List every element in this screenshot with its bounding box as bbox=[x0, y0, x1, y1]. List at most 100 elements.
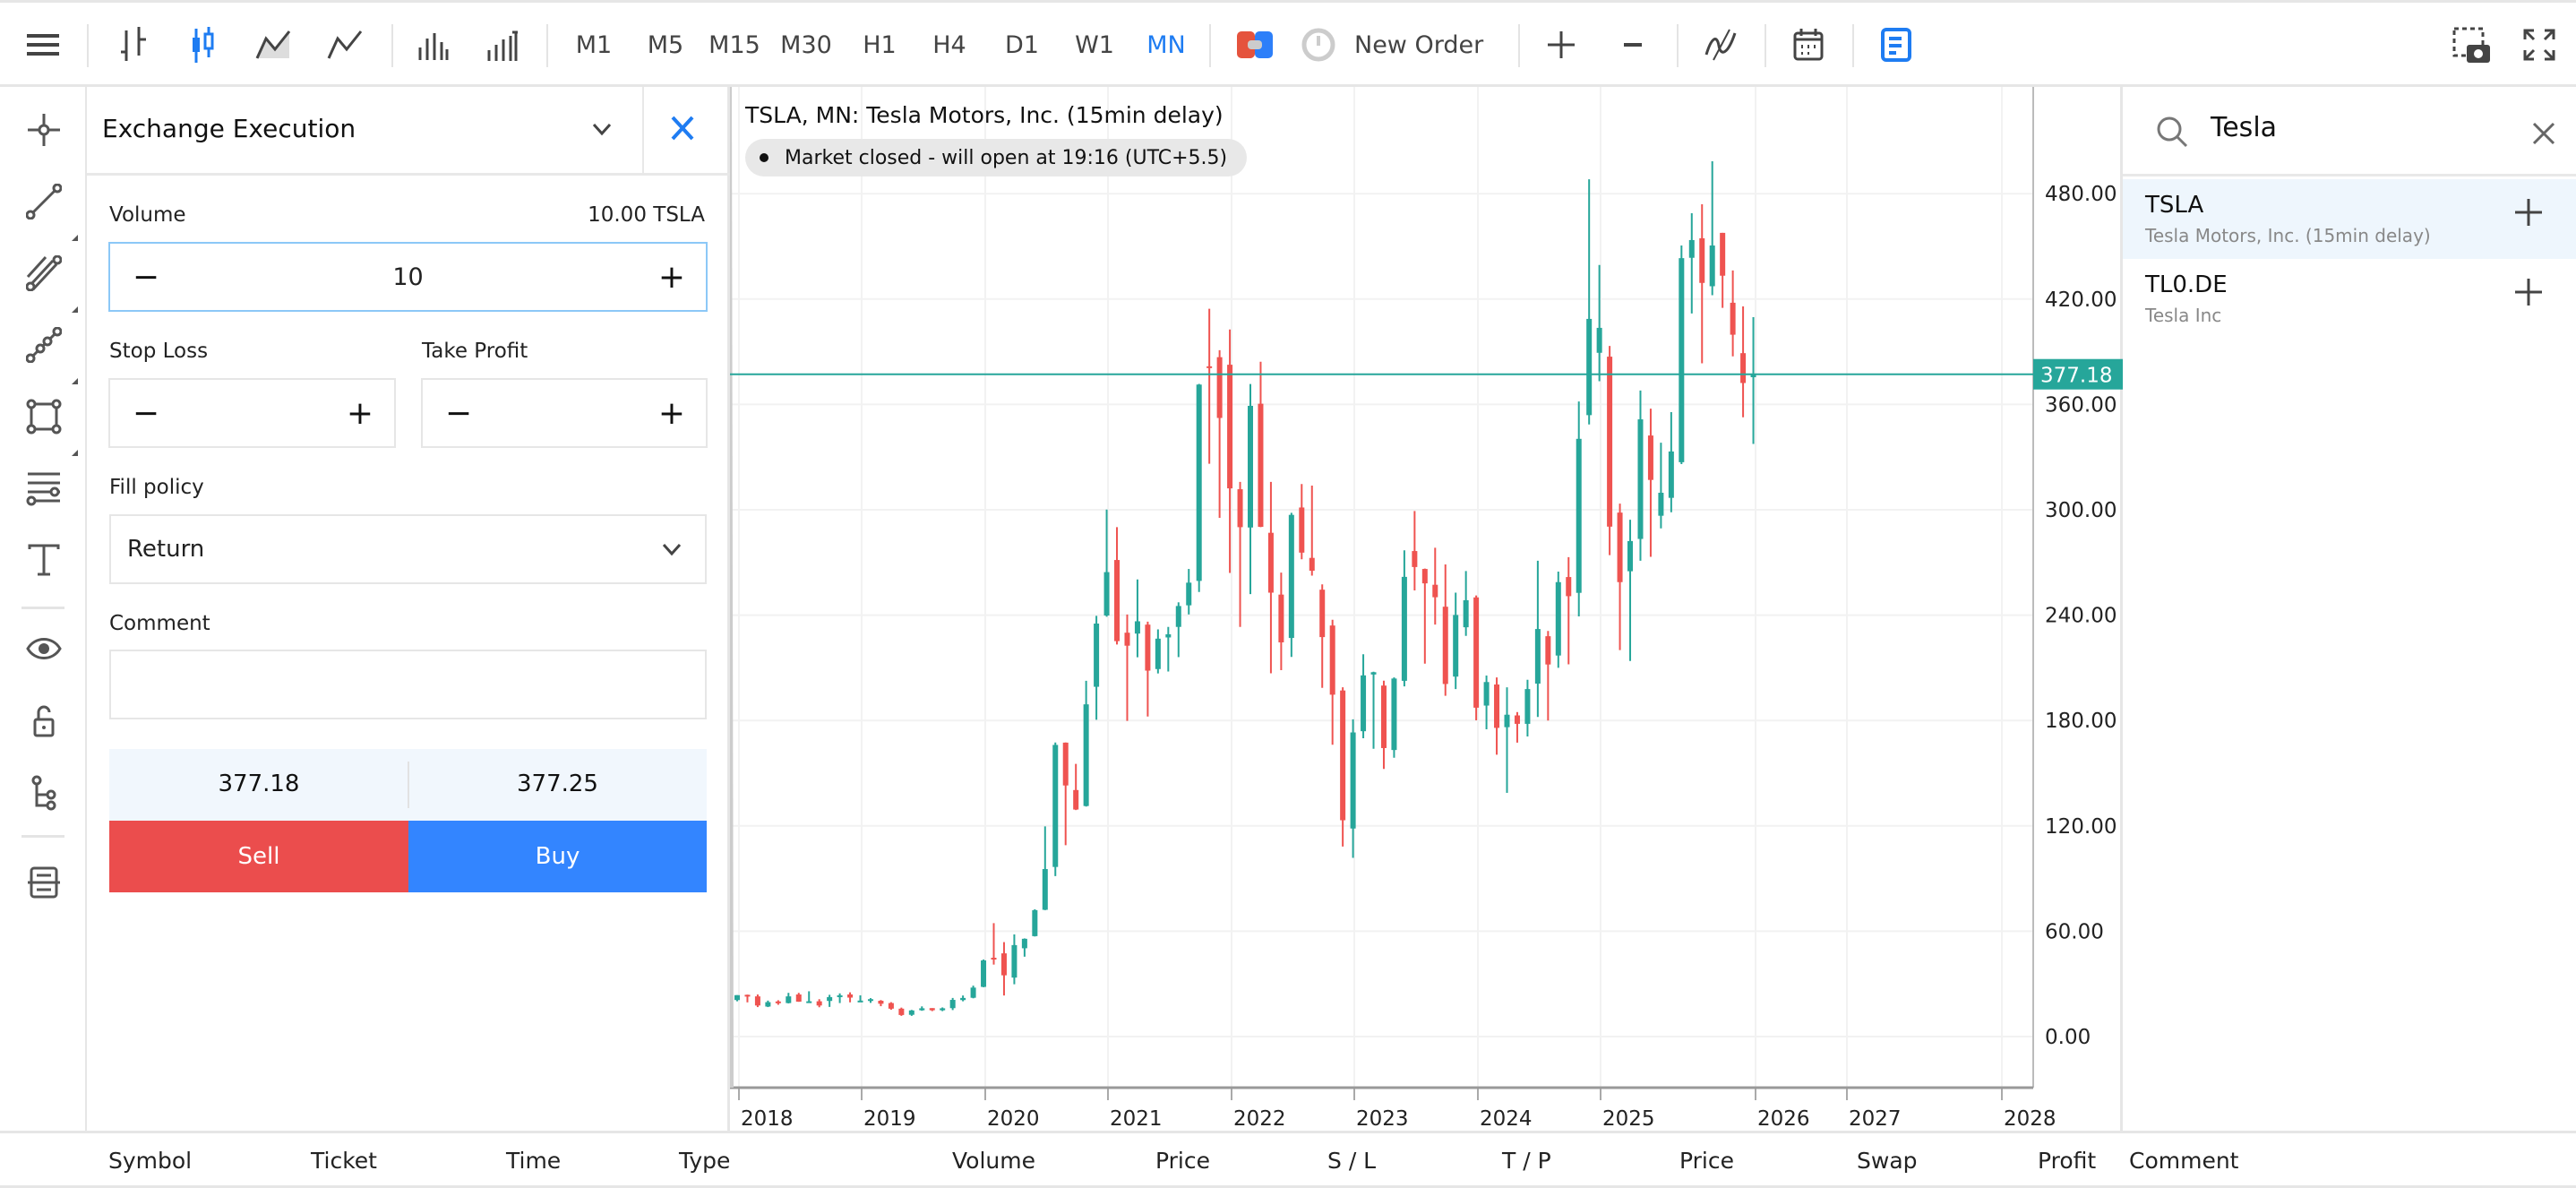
order-type-dropdown[interactable] bbox=[588, 116, 624, 151]
candle-body bbox=[1668, 451, 1674, 498]
timeframe-mn[interactable]: MN bbox=[1146, 30, 1186, 59]
ask-price: 377.25 bbox=[517, 770, 598, 797]
volume-decrease-button[interactable]: − bbox=[132, 258, 160, 296]
hide-drawings-button[interactable] bbox=[21, 626, 66, 671]
clear-search-icon[interactable] bbox=[2530, 120, 2557, 147]
candle-body bbox=[847, 994, 854, 998]
drawing-toolbar bbox=[0, 87, 87, 1131]
timeframe-m1[interactable]: M1 bbox=[575, 30, 613, 59]
column-header[interactable]: Comment bbox=[2129, 1148, 2239, 1174]
candle-body bbox=[1114, 560, 1121, 641]
column-header[interactable]: Volume bbox=[952, 1148, 1035, 1174]
column-header[interactable]: S / L bbox=[1327, 1148, 1377, 1174]
timeframe-h4[interactable]: H4 bbox=[932, 30, 966, 59]
column-header[interactable]: Time bbox=[506, 1148, 562, 1174]
column-header[interactable]: Price bbox=[1155, 1148, 1210, 1174]
candle-body bbox=[1248, 405, 1253, 528]
crosshair-button[interactable] bbox=[21, 108, 66, 152]
column-header[interactable]: T / P bbox=[1502, 1148, 1551, 1174]
area-chart-button[interactable] bbox=[253, 3, 294, 87]
result-description: Tesla Inc bbox=[2145, 305, 2222, 326]
trend-line-button[interactable] bbox=[21, 179, 66, 224]
volume-input[interactable]: 10 bbox=[392, 263, 424, 291]
text-tool-button[interactable] bbox=[21, 538, 66, 582]
take-profit-increase-button[interactable]: + bbox=[657, 394, 686, 432]
candle-body bbox=[1350, 732, 1356, 829]
candlestick-chart-button[interactable] bbox=[182, 3, 223, 87]
column-header[interactable]: Price bbox=[1679, 1148, 1734, 1174]
price-chart[interactable]: 0.00 60.00 120.00 180.00 240.00 300.00 360.00 4… bbox=[730, 87, 2123, 1131]
timeframe-d1[interactable]: D1 bbox=[1005, 30, 1039, 59]
one-click-trading-button[interactable] bbox=[1236, 3, 1274, 87]
stop-loss-stepper[interactable]: − + bbox=[108, 378, 396, 448]
volume-button[interactable] bbox=[412, 3, 453, 87]
candle-body bbox=[1607, 357, 1613, 527]
add-symbol-button[interactable] bbox=[2515, 194, 2542, 235]
column-header[interactable]: Swap bbox=[1857, 1148, 1918, 1174]
candle-body bbox=[1576, 438, 1582, 593]
buy-button[interactable]: Buy bbox=[408, 821, 707, 892]
rectangle-button[interactable] bbox=[21, 394, 66, 439]
take-profit-stepper[interactable]: − + bbox=[421, 378, 708, 448]
comment-input[interactable] bbox=[109, 650, 707, 719]
object-tree-button[interactable] bbox=[21, 770, 66, 815]
candlestick-chart[interactable]: 0.00 60.00 120.00 180.00 240.00 300.00 360.00 4… bbox=[730, 87, 2123, 1131]
candle-body bbox=[1380, 685, 1387, 748]
sell-button[interactable]: Sell bbox=[109, 821, 408, 892]
year-tick-label: 2027 bbox=[1849, 1107, 1902, 1131]
polyline-button[interactable] bbox=[21, 323, 66, 367]
order-type-select[interactable]: Exchange Execution bbox=[102, 114, 356, 143]
column-header[interactable]: Ticket bbox=[311, 1148, 377, 1174]
timeframe-m15[interactable]: M15 bbox=[708, 30, 760, 59]
year-tick-label: 2021 bbox=[1110, 1107, 1163, 1131]
candle-body bbox=[878, 1001, 884, 1004]
column-header[interactable]: Profit bbox=[2038, 1148, 2097, 1174]
column-header[interactable]: Type bbox=[679, 1148, 731, 1174]
search-result-item[interactable]: TL0.DE Tesla Inc bbox=[2123, 259, 2576, 339]
remove-drawings-button[interactable] bbox=[21, 860, 66, 905]
trade-panel-toggle-button[interactable] bbox=[1876, 3, 1917, 87]
search-input[interactable]: Tesla bbox=[2211, 112, 2278, 143]
timeframe-m5[interactable]: M5 bbox=[647, 30, 684, 59]
timeframe-h1[interactable]: H1 bbox=[863, 30, 897, 59]
close-panel-button[interactable] bbox=[669, 112, 705, 148]
fibonacci-icon bbox=[26, 472, 60, 506]
eye-icon bbox=[26, 638, 62, 659]
indicators-icon bbox=[1704, 29, 1737, 61]
tick-volume-button[interactable] bbox=[481, 3, 522, 87]
candle-body bbox=[1647, 435, 1653, 480]
channel-button[interactable] bbox=[21, 251, 66, 296]
year-tick-label: 2028 bbox=[2004, 1107, 2057, 1131]
column-header[interactable]: Symbol bbox=[108, 1148, 193, 1174]
add-symbol-button[interactable] bbox=[2515, 273, 2542, 314]
timeframe-w1[interactable]: W1 bbox=[1075, 30, 1114, 59]
result-description: Tesla Motors, Inc. (15min delay) bbox=[2145, 225, 2431, 246]
candle-body bbox=[1094, 624, 1100, 687]
search-result-item[interactable]: TSLA Tesla Motors, Inc. (15min delay) bbox=[2123, 179, 2576, 259]
indicators-button[interactable] bbox=[1700, 3, 1741, 87]
zoom-in-button[interactable] bbox=[1541, 3, 1582, 87]
menu-button[interactable] bbox=[20, 3, 66, 87]
new-order-button[interactable]: New Order bbox=[1301, 3, 1507, 87]
line-chart-button[interactable] bbox=[324, 3, 365, 87]
minus-icon bbox=[1624, 43, 1642, 47]
volume-increase-button[interactable]: + bbox=[657, 258, 686, 296]
candle-body bbox=[1145, 624, 1151, 671]
volume-stepper[interactable]: − 10 + bbox=[108, 242, 708, 312]
lock-drawings-button[interactable] bbox=[21, 699, 66, 744]
take-profit-decrease-button[interactable]: − bbox=[444, 394, 473, 432]
fullscreen-button[interactable] bbox=[2519, 3, 2560, 87]
market-status-text: Market closed - will open at 19:16 (UTC+… bbox=[785, 146, 1228, 169]
candle-body bbox=[1319, 590, 1326, 638]
fibonacci-button[interactable] bbox=[21, 466, 66, 511]
screenshot-button[interactable] bbox=[2451, 3, 2492, 87]
bar-chart-button[interactable] bbox=[112, 3, 153, 87]
timeframe-m30[interactable]: M30 bbox=[780, 30, 832, 59]
stop-loss-increase-button[interactable]: + bbox=[346, 394, 374, 432]
unlock-icon bbox=[33, 705, 55, 737]
fill-policy-select[interactable]: Return bbox=[109, 514, 707, 584]
stop-loss-decrease-button[interactable]: − bbox=[132, 394, 160, 432]
zoom-out-button[interactable] bbox=[1612, 3, 1653, 87]
parallel-channel-icon bbox=[26, 255, 62, 291]
calendar-button[interactable] bbox=[1788, 3, 1829, 87]
